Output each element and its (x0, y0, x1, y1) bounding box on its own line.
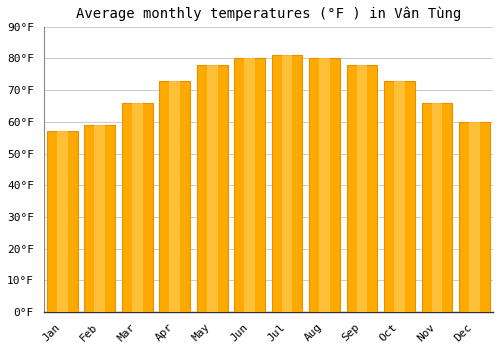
Bar (282, 55, 292, 312)
Bar (459, 122, 490, 312)
Bar (47, 131, 78, 312)
Bar (160, 80, 190, 312)
Bar (356, 65, 368, 312)
Bar (207, 65, 218, 312)
Bar (422, 103, 452, 312)
Title: Average monthly temperatures (°F ) in Vân Tùng: Average monthly temperatures (°F ) in Vâ… (76, 7, 461, 21)
Bar (132, 103, 142, 312)
Bar (432, 103, 442, 312)
Bar (469, 122, 480, 312)
Bar (84, 125, 115, 312)
Bar (394, 80, 405, 312)
Bar (384, 80, 415, 312)
Bar (244, 58, 255, 312)
Bar (122, 103, 152, 312)
Bar (57, 131, 68, 312)
Bar (197, 65, 228, 312)
Bar (309, 58, 340, 312)
Bar (346, 65, 378, 312)
Bar (319, 58, 330, 312)
Bar (234, 58, 265, 312)
Bar (272, 55, 302, 312)
Bar (170, 80, 180, 312)
Bar (94, 125, 105, 312)
